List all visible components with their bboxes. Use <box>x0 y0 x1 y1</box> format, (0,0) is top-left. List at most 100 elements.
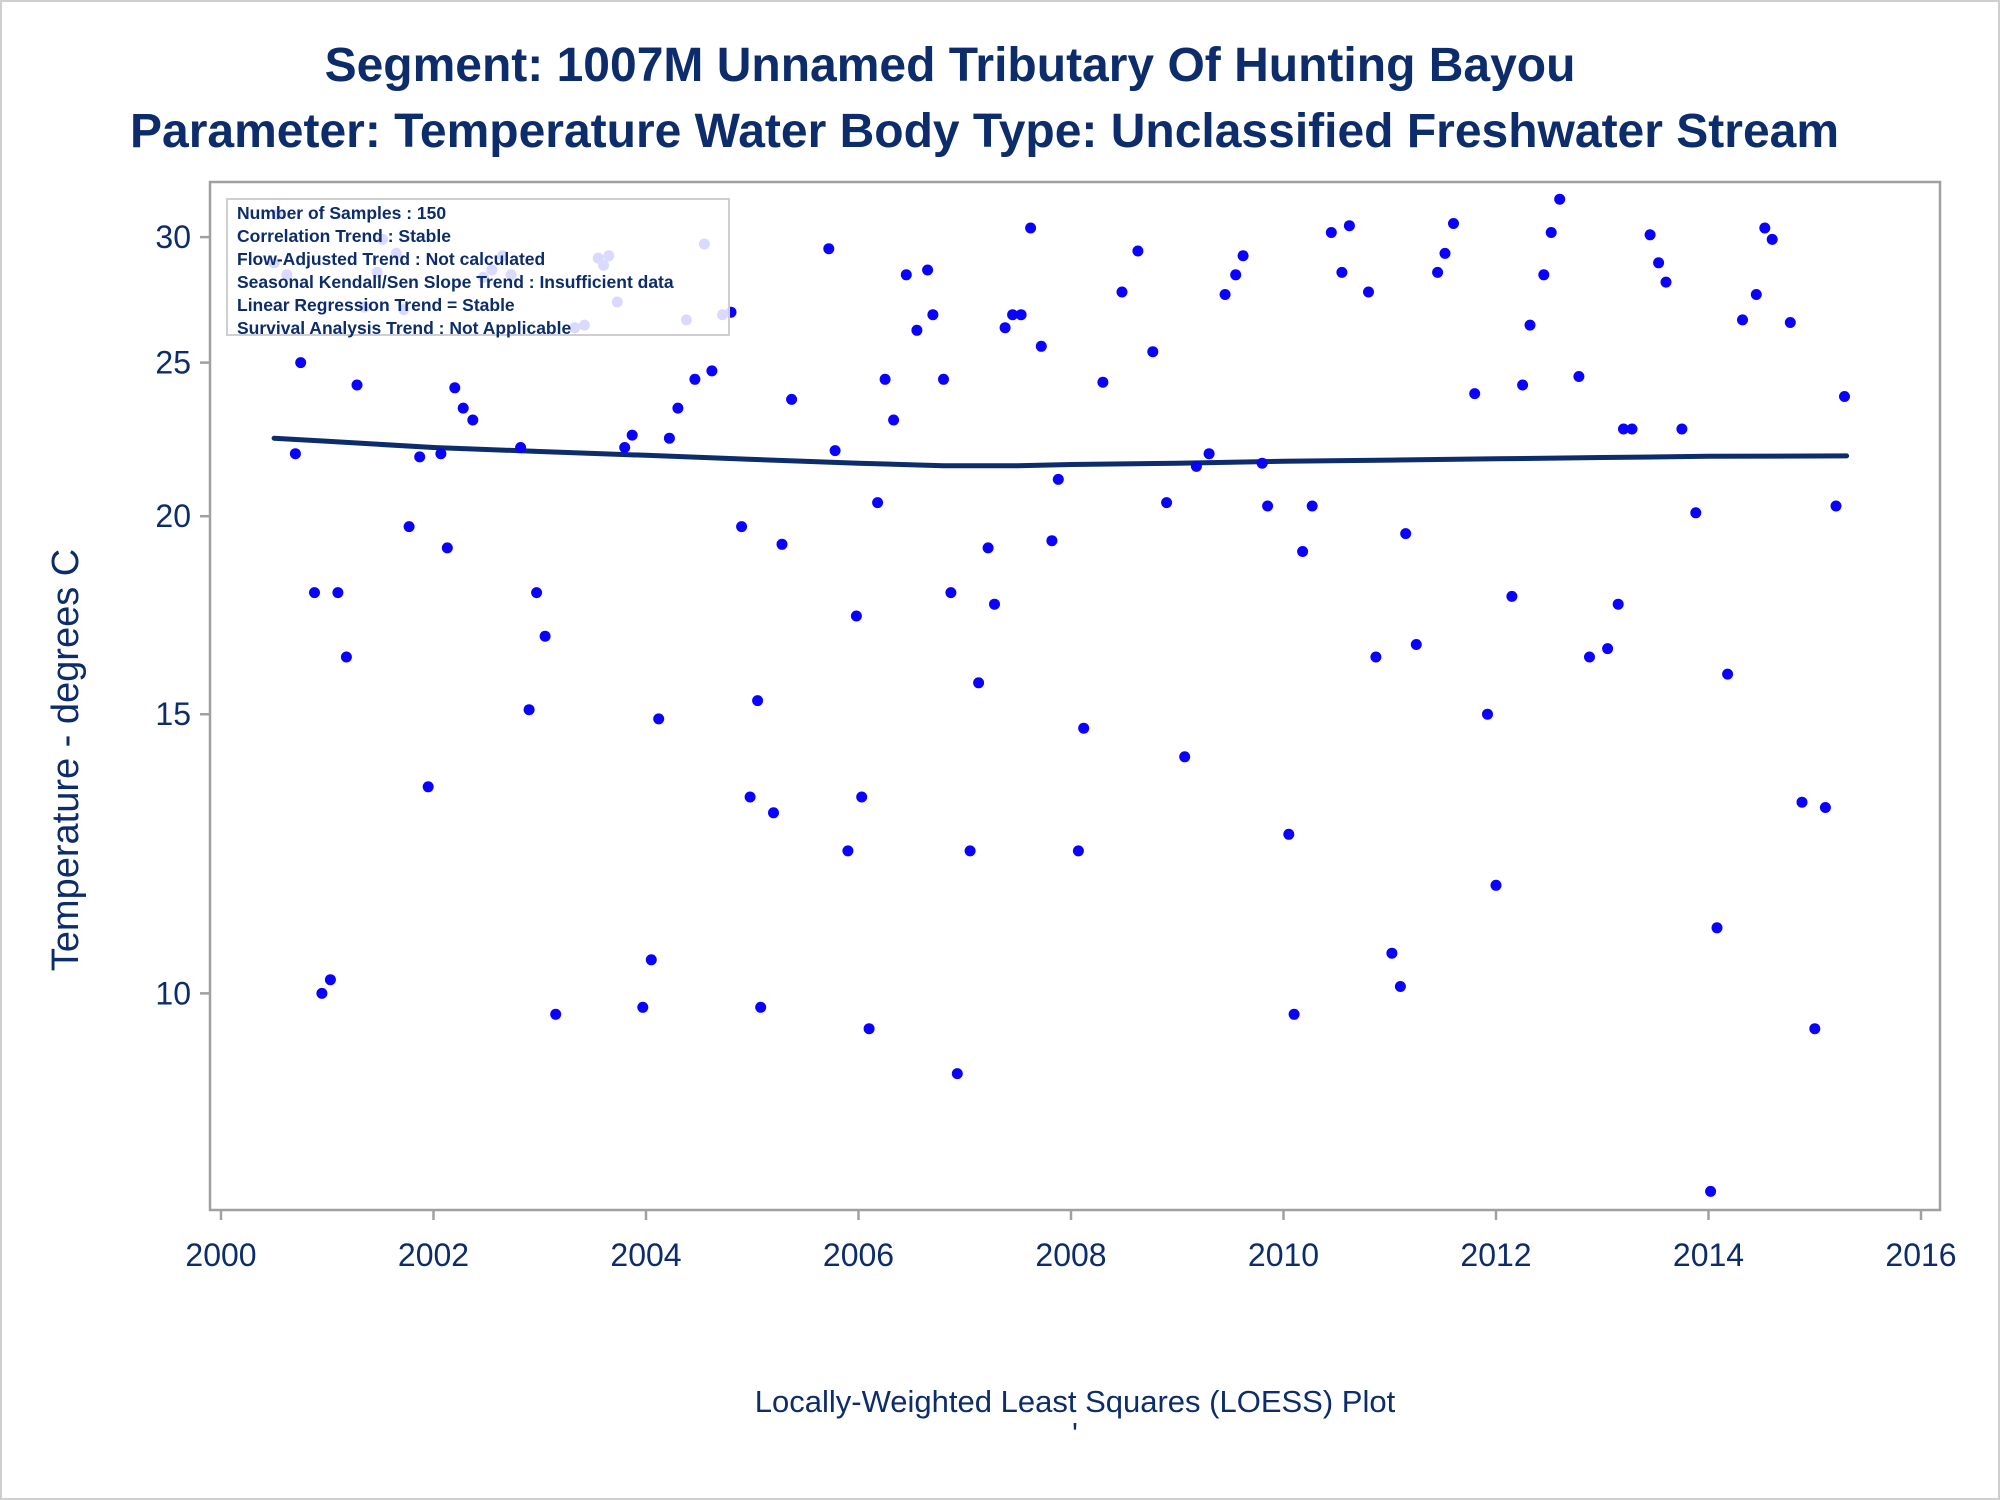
data-point <box>295 357 307 369</box>
data-point <box>467 414 479 426</box>
stat-flow-adjusted-trend: Flow-Adjusted Trend : Not calculated <box>237 249 546 269</box>
data-point <box>1035 340 1047 352</box>
data-point <box>1759 222 1771 234</box>
data-point <box>736 521 748 533</box>
data-point <box>1524 319 1536 331</box>
data-point <box>457 402 469 414</box>
data-point <box>1015 309 1027 321</box>
data-point <box>1448 218 1459 229</box>
data-point <box>863 1023 875 1035</box>
data-point <box>1819 802 1831 813</box>
data-point <box>1584 651 1595 663</box>
footnote: Locally-Weighted Least Squares (LOESS) P… <box>755 1384 1396 1419</box>
data-point <box>1179 751 1191 763</box>
stat-correlation-trend: Correlation Trend : Stable <box>237 226 451 246</box>
data-point <box>1052 473 1064 485</box>
data-point <box>539 630 551 642</box>
data-point <box>922 264 934 276</box>
data-point <box>1784 317 1796 328</box>
data-point <box>1705 1185 1717 1197</box>
data-point <box>1653 257 1665 269</box>
data-point <box>945 587 957 599</box>
data-point <box>309 587 320 599</box>
data-point <box>1343 220 1355 232</box>
data-point <box>1297 546 1309 557</box>
data-point <box>1796 796 1808 808</box>
data-point <box>1618 423 1629 435</box>
data-point <box>1072 845 1084 857</box>
data-point <box>1288 1008 1300 1020</box>
data-point <box>1025 222 1037 234</box>
data-point <box>1766 233 1778 245</box>
data-point <box>842 845 854 857</box>
data-point <box>1394 981 1406 992</box>
stat-survival-analysis: Survival Analysis Trend : Not Applicable <box>237 318 572 338</box>
data-point <box>1676 423 1688 435</box>
data-point <box>706 365 718 377</box>
data-point <box>531 587 543 599</box>
data-point <box>964 845 976 857</box>
data-point <box>1538 269 1550 281</box>
data-point <box>1078 722 1090 734</box>
y-axis-label: Temperature - degrees C <box>45 549 87 971</box>
stat-linear-regression: Linear Regression Trend = Stable <box>237 295 515 315</box>
data-point <box>1132 245 1144 257</box>
data-point <box>911 324 923 336</box>
data-point <box>776 538 788 550</box>
data-point <box>653 713 665 725</box>
y-tick-label: 30 <box>155 219 191 255</box>
data-point <box>1219 289 1231 300</box>
data-point <box>332 587 344 599</box>
x-tick-label: 2014 <box>1673 1237 1744 1273</box>
y-tick-label: 10 <box>155 975 191 1011</box>
data-point <box>823 243 835 255</box>
data-point <box>1612 598 1624 610</box>
data-point <box>850 610 862 622</box>
stat-samples: Number of Samples : 150 <box>237 203 447 223</box>
x-tick-label: 2000 <box>185 1237 256 1273</box>
data-point <box>973 677 985 689</box>
axes: 2000 2002 2004 2006 2008 2010 2012 2014 2016 10 15… <box>155 219 1956 1273</box>
data-point <box>626 429 638 441</box>
data-point <box>1469 388 1481 400</box>
data-point <box>1190 460 1202 472</box>
data-point <box>435 448 447 460</box>
data-point <box>1283 828 1295 840</box>
data-point <box>1602 643 1614 655</box>
data-point <box>1545 227 1557 238</box>
data-point <box>900 269 912 281</box>
x-tick-label: 2008 <box>1035 1237 1106 1273</box>
data-point <box>672 402 684 414</box>
data-point <box>768 807 779 819</box>
data-point <box>1046 535 1058 547</box>
data-point <box>1506 590 1518 602</box>
chart-title: Segment: 1007M Unnamed Tributary Of Hunt… <box>324 39 1576 92</box>
data-point <box>515 442 527 453</box>
data-point <box>1554 193 1566 205</box>
data-point <box>1325 227 1337 238</box>
data-point <box>550 1008 562 1020</box>
data-point <box>1517 379 1529 391</box>
data-point <box>1363 286 1374 298</box>
data-point <box>888 414 900 426</box>
y-tick-label: 20 <box>155 498 191 534</box>
data-point <box>351 379 363 391</box>
data-point <box>856 791 868 803</box>
data-point <box>1439 247 1451 259</box>
data-point <box>1147 346 1159 358</box>
y-tick-label: 15 <box>155 696 191 732</box>
data-point <box>637 1001 649 1013</box>
data-point <box>927 309 939 321</box>
data-point <box>1809 1023 1821 1035</box>
x-tick-label: 2002 <box>398 1237 469 1273</box>
data-point <box>1482 708 1493 720</box>
data-point <box>663 432 675 444</box>
data-point <box>645 954 657 966</box>
data-point <box>1256 457 1268 469</box>
data-point <box>989 598 1000 610</box>
data-point <box>1644 229 1656 241</box>
data-point <box>1839 391 1850 402</box>
data-point <box>1161 497 1173 509</box>
loess-line <box>271 435 1850 469</box>
